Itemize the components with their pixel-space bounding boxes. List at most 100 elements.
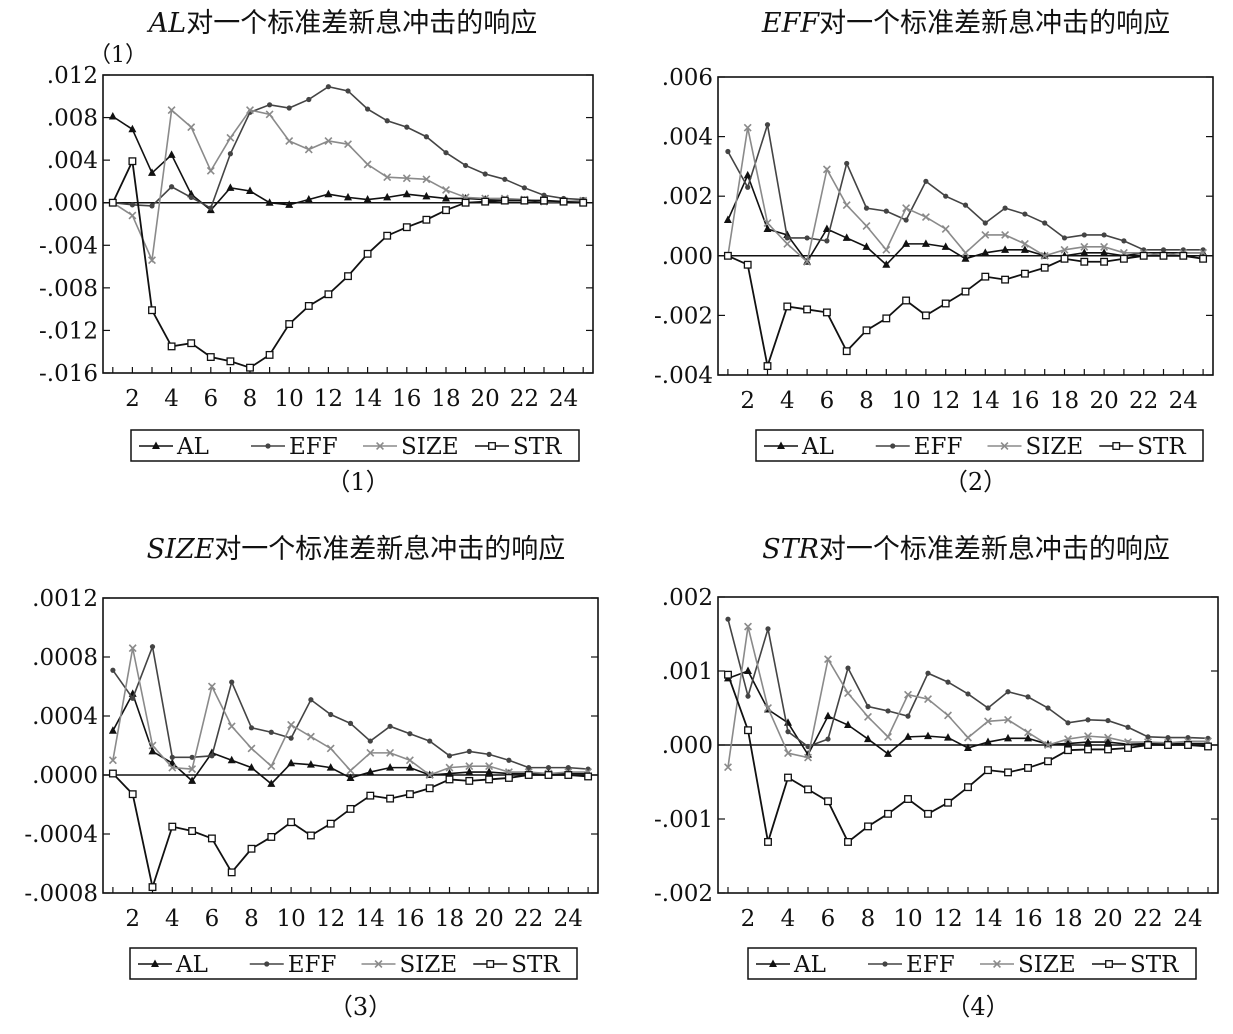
panel-1-x-tick-label: 2 [125,386,140,412]
panel-4-series-al-point-triangle-marker [964,743,972,751]
panel-2-x-tick-label: 8 [859,388,874,414]
panel-2-series-size-point-x-stroke-b [862,222,871,230]
panel-3-series-eff-point-dot-marker [446,753,453,759]
panel-1-series-str-point-square-marker [324,290,333,299]
panel-4-series-eff-point-dot-marker [825,736,831,742]
panel-1-y-tick-label: .008 [47,106,98,132]
panel-3-series-size-point-x-marker [148,741,157,750]
panel-3-series-str-point-square-marker [386,794,395,803]
panel-2-series-str-line [727,254,1204,370]
panel-3-series-str-point-square-marker [485,775,494,784]
panel-3-series-size-point-x-marker [326,744,335,753]
panel-4-series-size-point-x-stroke-b [784,749,792,758]
panel-3-y-tick-label: -.0004 [24,822,98,848]
panel-4-series-str-point-square-marker [1044,757,1052,766]
panel-2-series-str-point-square-marker [1119,254,1128,263]
panel-4-series-str-point-square-marker [784,773,792,782]
panel-3-series-eff-point-dot-marker [268,729,274,735]
panel-4-series-size-point-x-marker [844,689,852,698]
panel-2-x-tick-label: 18 [1050,388,1079,414]
panel-3-series-str-point-square-marker [504,774,513,782]
panel-2-y-tick-label: .006 [662,65,713,91]
panel-2-series-size-point-x-marker [1100,242,1109,251]
panel-1-series-size-line [112,108,584,264]
panel-2-series-size-point-x-marker [941,225,950,233]
panel-3-series-str-point-square-marker [366,791,375,800]
panel-1-series-eff-point-dot-marker [443,150,449,156]
panel-4-series-str-point-square-marker [744,726,752,735]
panel-4-series-size-point-x-stroke-b [724,763,732,772]
panel-1-series-al-point-triangle-marker [422,191,431,200]
panel-2-series-str-point-square-marker [1080,257,1089,266]
panel-2-series-eff-point-dot-marker [883,208,889,214]
panel-1-series-al-point-triangle-marker [148,168,156,176]
panel-4-caption: （4） [946,993,1009,1021]
panel-1-series-size-point-x-stroke-b [363,160,372,169]
panel-4-series-str [724,670,1212,846]
panel-1-y-tick-label: .000 [47,191,98,217]
panel-3-x-tick-label: 10 [276,906,305,932]
panel-1-series-size-point-x-marker [246,106,254,115]
panel-2-x-tick-label: 10 [891,388,920,414]
panel-1-series-size-point-x-stroke-b [128,211,137,220]
panel-4-legend-item-str-label: STR [1130,952,1179,978]
panel-3-series-str-point-square-marker [168,822,177,831]
panel-3-series-size-point-x-stroke-b [306,732,315,741]
panel-2-series-size-point-x-marker [1060,245,1069,254]
panel-3-series-size-point-x-marker [306,732,315,741]
panel-4-series-str-point-square-marker [1164,741,1172,749]
panel-2-series-al-point-triangle-marker [882,260,891,268]
panel-1-series-str-point-square-marker [559,197,568,206]
panel-1-series-al-point-triangle-marker [246,186,254,195]
panel-1-series-eff-point-dot-marker [423,134,429,140]
panel-1-series-str-point-square-marker [344,272,352,281]
panel-3-title: SIZE对一个标准差新息冲击的响应 [147,534,566,565]
panel-2-series-size-point-x-stroke-b [822,165,831,174]
panel-2-series-al-point-triangle-marker [1080,248,1089,256]
panel-3-series-size-point-x-marker [346,766,355,775]
panel-1-series-al-point-triangle-marker [108,112,117,120]
panel-4-x-tick-label: 22 [1133,906,1162,932]
panel-2-x-tick-label: 4 [780,388,795,414]
panel-4-x-tick-label: 4 [781,906,796,932]
panel-2-x-tick-label: 2 [740,388,755,414]
panel-4-legend-item-eff: EFF [868,952,955,978]
panel-2-y-tick-label: .000 [662,244,713,270]
panel-1-series-str-point-square-marker [422,215,431,224]
panel-2-series-size-point-x-stroke-b [783,239,792,248]
panel-4-series-al-point-triangle-marker [1064,739,1072,747]
panel-1-series-al-point-triangle-marker [226,183,235,191]
panel-3-legend-item-size: SIZE [361,952,457,978]
panel-4-legend-item-eff-label: EFF [906,952,955,978]
panel-3-series-str-point-square-marker [544,771,553,779]
panel-4-series-al-point-triangle-marker [744,666,752,674]
panel-1-series-al-point-triangle-marker [265,198,274,206]
panel-3-series-str-point-square-marker [326,819,335,828]
panel-1-series-eff-point-dot-marker [149,203,155,209]
panel-3-legend: AL EFF SIZE STR [129,947,578,980]
panel-3-series-str-point-square-marker [346,804,355,813]
panel-3-series-size-point-x-marker [366,748,375,757]
panel-3-series-size-point-x-stroke-b [326,744,335,753]
panel-2-series-str-point-square-marker [902,296,911,305]
panel-2-series-eff-point-dot-marker [1061,235,1068,241]
panel-2-series-al-point-triangle-marker [723,215,732,224]
panel-1-series-al-point-triangle-marker [442,193,450,202]
panel-1-series-eff-line [112,85,584,210]
panel-4-legend-item-size-swatch-x-stroke-b [993,960,1001,968]
panel-3-x-tick-label: 12 [316,906,345,932]
panel-1-series-str-point-square-marker [226,357,235,366]
panel-2-series-al-point-triangle-marker [763,224,772,232]
panel-2-x-tick-label: 20 [1089,388,1118,414]
panel-3-series-size-point-x-stroke-b [425,771,434,779]
panel-1-series-size-point-x-stroke-b [442,185,450,194]
panel-4-series-eff-point-dot-marker [1165,735,1171,741]
panel-2-series-str [723,251,1208,371]
panel-2-legend-item-eff-swatch-dot-marker [890,443,896,449]
panel-4-series-al-point-triangle-marker [824,711,832,720]
panel-2-title-text: 对一个标准差新息冲击的响应 [819,8,1170,39]
panel-4-series-size-point-x-stroke-b [804,753,812,762]
panel-2-y-tick-label: .002 [662,184,713,210]
panel-1-series-str-point-square-marker [363,249,372,258]
panel-3-series-eff-point-dot-marker [427,738,433,744]
